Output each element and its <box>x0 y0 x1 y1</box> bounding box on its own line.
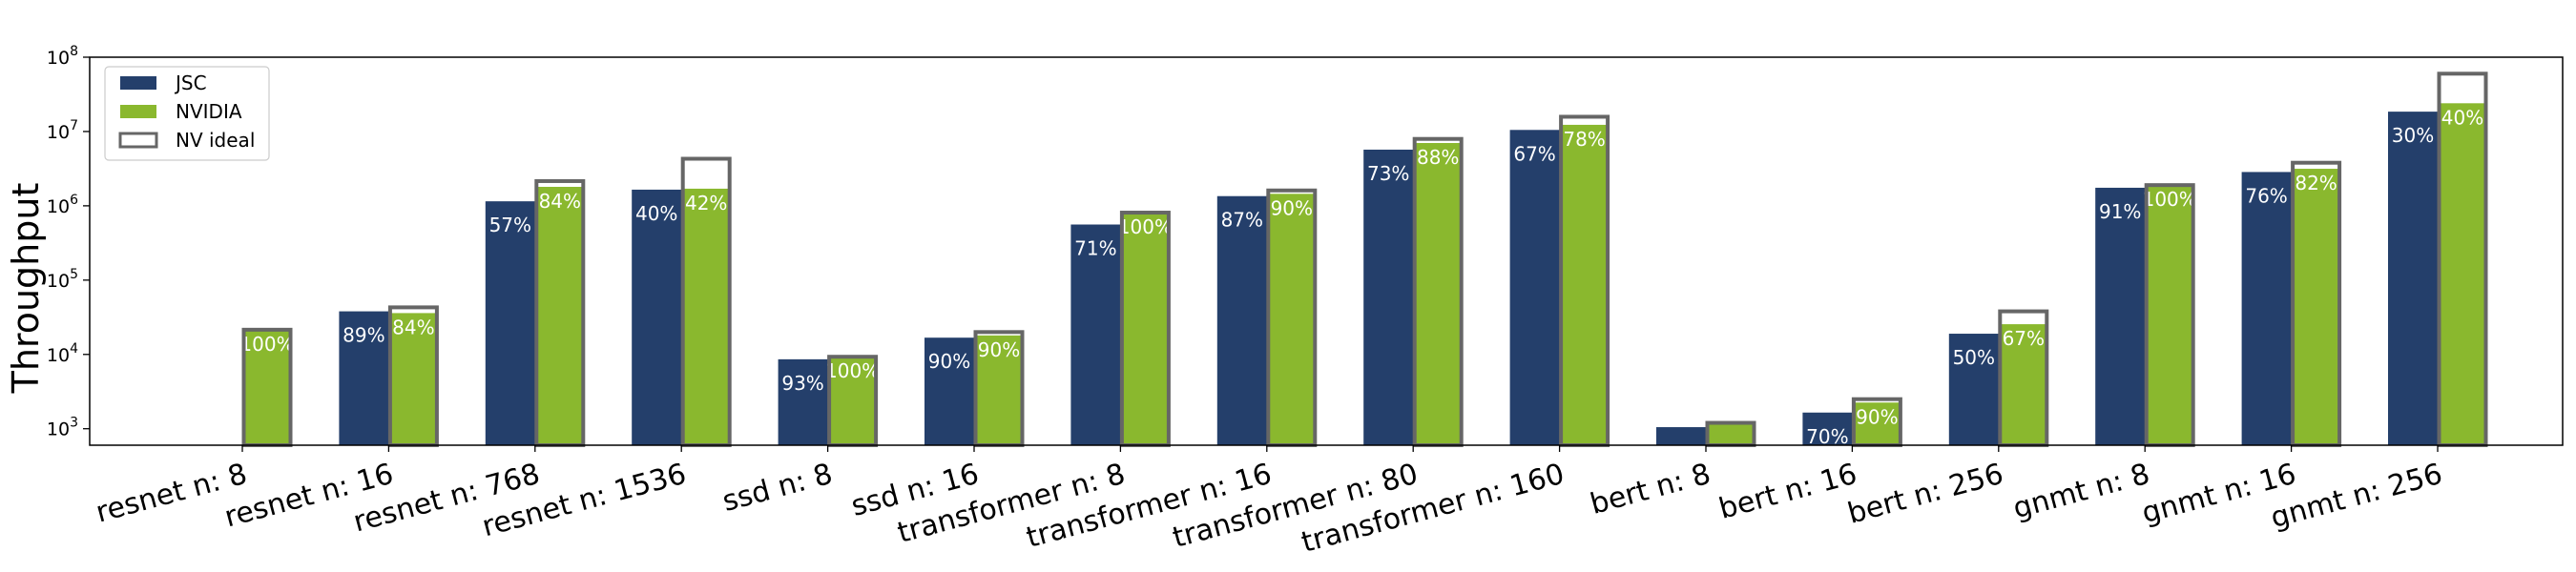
bar-nvidia <box>974 335 1024 445</box>
bar-label-nvidia: 84% <box>539 190 581 213</box>
bar-nvidia <box>827 357 878 445</box>
y-tick-base: 10 <box>47 345 70 366</box>
bar-jsc <box>1948 334 1999 445</box>
bar-label-jsc: 93% <box>781 372 823 395</box>
bar-jsc <box>1802 412 1853 445</box>
bar-label-nvidia: 100% <box>2143 188 2197 211</box>
legend-swatch <box>118 132 158 149</box>
bar-jsc <box>485 201 535 445</box>
bar-nvidia <box>681 188 732 446</box>
y-tick-base: 10 <box>47 271 70 292</box>
legend-swatch <box>120 76 156 90</box>
x-tick-label: bert n: 256 <box>1844 458 2006 531</box>
bar-label-jsc: 40% <box>635 202 677 225</box>
y-tick-base: 10 <box>47 122 70 143</box>
y-tick-label: 107 <box>47 118 78 143</box>
x-tick-label: bert n: 16 <box>1715 458 1860 526</box>
bar-nvidia <box>242 329 292 445</box>
legend: JSC NVIDIA NV ideal <box>104 66 270 161</box>
bar-label-jsc: 91% <box>2099 200 2141 223</box>
bar-jsc <box>924 337 974 445</box>
bar-jsc <box>1509 130 1560 445</box>
bar-nvidia <box>1413 143 1464 445</box>
bar-nvidia <box>534 186 585 445</box>
bar-label-jsc: 67% <box>1513 142 1555 165</box>
bar-nvidia <box>1998 324 2048 445</box>
plot-frame <box>89 56 2564 446</box>
bar-jsc <box>1070 224 1121 445</box>
bar-label-nvidia: 40% <box>2441 106 2483 129</box>
bar-nvidia <box>1120 213 1171 445</box>
bar-label-jsc: 57% <box>489 214 531 236</box>
y-tick-exponent: 5 <box>70 267 78 282</box>
bars: 100% 89% 84%57%84%40% 42%93%100% 90%90%71%10… <box>239 72 2488 448</box>
bar-jsc <box>1216 195 1267 446</box>
bar-label-nvidia: 84% <box>392 316 434 338</box>
bar-jsc <box>632 189 682 445</box>
y-tick-label: 103 <box>47 416 78 440</box>
bar-nvidia <box>2145 185 2195 445</box>
bar-jsc <box>2095 187 2146 445</box>
bar-nvidia <box>2438 103 2487 445</box>
bar-label-nvidia: 42% <box>685 192 727 214</box>
bar-jsc <box>2241 172 2292 446</box>
y-tick-exponent: 7 <box>70 118 78 133</box>
bar-label-nvidia: 90% <box>978 338 1020 361</box>
y-axis-label: Throughput <box>5 183 47 395</box>
bar-nvidia <box>1559 124 1610 445</box>
bar-label-nvidia: 90% <box>1856 405 1898 428</box>
bar-label-jsc: 30% <box>2392 124 2434 147</box>
y-tick-exponent: 4 <box>70 341 78 357</box>
y-tick-label: 105 <box>47 267 78 292</box>
y-tick-exponent: 3 <box>70 416 78 431</box>
bar-jsc <box>2388 112 2438 445</box>
bar-label-nvidia: 67% <box>2003 327 2045 350</box>
x-tick-label: bert n: 8 <box>1587 458 1714 521</box>
bar-label-jsc: 71% <box>1074 237 1116 260</box>
bar-jsc <box>1363 149 1414 445</box>
bar-nvidia <box>1706 422 1755 445</box>
legend-label: JSC <box>174 72 207 94</box>
bar-label-jsc: 50% <box>1953 346 1995 369</box>
legend-label: NVIDIA <box>176 100 242 123</box>
bar-label-nvidia: 90% <box>1271 196 1313 219</box>
bar-label-nvidia: 100% <box>1118 215 1173 238</box>
bar-label-jsc: 73% <box>1367 162 1409 185</box>
bar-nvidia <box>388 313 439 445</box>
y-tick-base: 10 <box>47 196 70 217</box>
bar-label-jsc: 87% <box>1221 209 1263 232</box>
y-tick-label: 106 <box>47 193 78 217</box>
x-tick-label: ssd n: 8 <box>719 458 837 519</box>
bar-label-nvidia: 88% <box>1417 146 1459 169</box>
bar-jsc <box>339 311 389 445</box>
bar-label-jsc: 76% <box>2245 184 2287 207</box>
bar-label-jsc: 90% <box>928 350 970 373</box>
y-tick-exponent: 6 <box>70 193 78 208</box>
y-tick-label: 108 <box>47 44 78 69</box>
legend-swatch <box>120 105 156 118</box>
bar-label-jsc: 70% <box>1806 425 1848 448</box>
bar-nvidia <box>2291 169 2341 445</box>
bar-nvidia <box>1266 194 1317 445</box>
y-tick-base: 10 <box>47 48 70 69</box>
bar-label-nvidia: 78% <box>1563 128 1605 151</box>
bar-nvidia <box>1852 402 1902 445</box>
bar-label-nvidia: 82% <box>2295 172 2337 194</box>
legend-label: NV ideal <box>176 129 255 152</box>
bar-label-jsc: 89% <box>343 324 384 347</box>
bar-label-nvidia: 100% <box>239 333 294 356</box>
bar-jsc <box>1656 427 1706 445</box>
x-tick-label: gnmt n: 8 <box>2009 458 2152 526</box>
y-tick-exponent: 8 <box>70 44 78 59</box>
y-tick-label: 104 <box>47 341 78 366</box>
y-tick-base: 10 <box>47 419 70 440</box>
bar-label-nvidia: 100% <box>825 359 880 382</box>
bar-jsc <box>778 358 828 445</box>
